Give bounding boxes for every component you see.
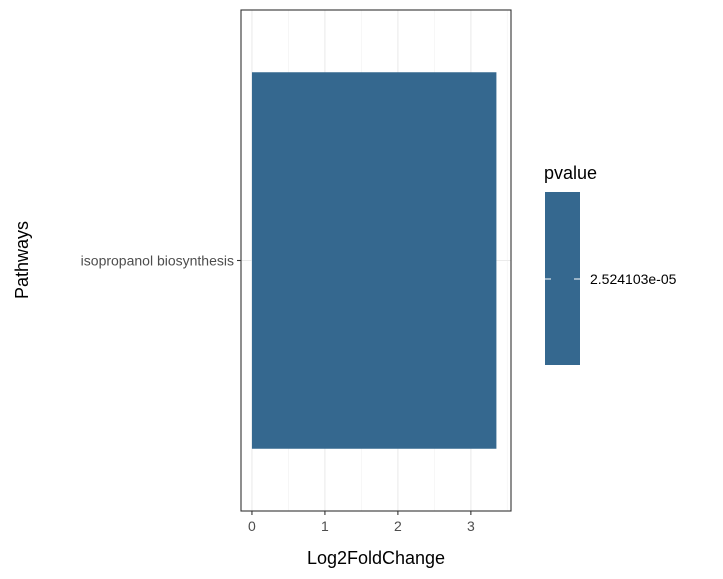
legend-label: 2.524103e-05 [590, 271, 677, 287]
x-tick-label: 3 [467, 518, 475, 534]
x-tick-label: 2 [394, 518, 402, 534]
x-tick-label: 0 [248, 518, 256, 534]
legend: pvalue 2.524103e-05 [544, 163, 677, 365]
y-axis: isopropanol biosynthesis [81, 253, 241, 269]
x-axis-title: Log2FoldChange [307, 548, 445, 568]
y-tick-label: isopropanol biosynthesis [81, 253, 234, 269]
x-tick-label: 1 [321, 518, 329, 534]
bar [251, 72, 497, 449]
bars [251, 72, 497, 449]
y-axis-title: Pathways [12, 221, 32, 299]
x-axis: 0 1 2 3 [248, 511, 475, 534]
legend-title: pvalue [544, 163, 597, 183]
